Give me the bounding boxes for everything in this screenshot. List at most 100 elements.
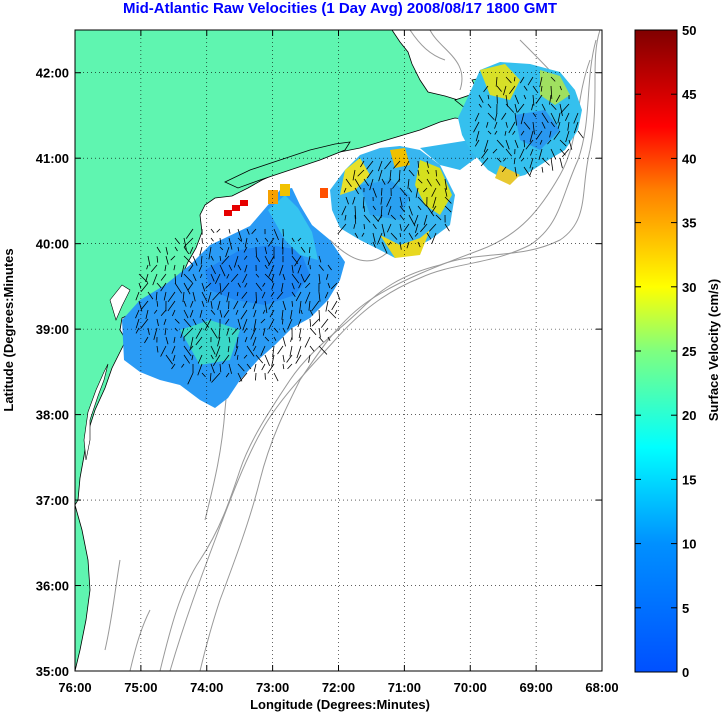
velocity-vector: [237, 246, 240, 252]
velocity-vector: [197, 363, 203, 376]
velocity-vector: [344, 214, 347, 221]
velocity-vector: [210, 228, 215, 234]
x-tick-label: 68:00: [585, 680, 618, 695]
velocity-vector: [272, 345, 275, 358]
velocity-vector: [210, 354, 214, 360]
velocity-vector: [550, 157, 554, 171]
velocity-vector: [244, 282, 248, 288]
velocity-vector: [180, 327, 185, 339]
velocity-vector: [408, 196, 411, 202]
velocity-vector: [514, 139, 519, 149]
velocity-vector: [531, 103, 534, 111]
velocity-vector: [219, 363, 222, 373]
velocity-vector: [380, 196, 383, 205]
velocity-vector: [414, 214, 419, 225]
velocity-vector: [363, 223, 365, 230]
colorbar-ticks: 0 5 10 15 20 25 30 35 40 45 50: [635, 23, 696, 680]
velocity-vector: [387, 205, 392, 216]
velocity-vector: [262, 282, 266, 287]
velocity-vector: [363, 178, 369, 187]
velocity-vector: [277, 345, 284, 355]
velocity-vector: [146, 264, 149, 270]
velocity-vector: [281, 237, 284, 249]
velocity-vector: [153, 309, 158, 314]
y-axis-label: Latitude (Degrees:Minutes: [1, 248, 16, 411]
velocity-vector: [417, 241, 421, 248]
velocity-vector: [304, 273, 311, 283]
velocity-vector: [264, 273, 274, 283]
velocity-vector: [334, 309, 338, 314]
velocity-vector: [496, 139, 505, 148]
velocity-vector: [535, 94, 543, 104]
velocity-vector: [386, 196, 392, 207]
velocity-vector: [540, 85, 543, 92]
colorbar-tick-label: 25: [682, 344, 696, 359]
velocity-vector: [295, 291, 302, 302]
velocity-vector: [225, 246, 230, 258]
velocity-vector: [509, 85, 516, 94]
velocity-vector: [475, 130, 480, 142]
velocity-vector: [505, 148, 512, 157]
velocity-vector: [300, 246, 306, 253]
velocity-vector: [541, 166, 544, 173]
velocity-vector: [430, 205, 437, 214]
velocity-vector: [253, 309, 257, 318]
velocity-vector: [190, 336, 194, 349]
velocity-vector: [192, 273, 197, 282]
velocity-vector: [299, 336, 302, 342]
velocity-vector: [153, 327, 158, 340]
velocity-vector: [174, 273, 177, 284]
velocity-vector: [264, 300, 268, 314]
x-tick-label: 73:00: [256, 680, 289, 695]
velocity-vector: [172, 354, 176, 361]
velocity-vector: [366, 160, 374, 170]
velocity-vector: [415, 187, 419, 198]
velocity-vector: [255, 282, 263, 291]
velocity-vector: [523, 121, 531, 130]
velocity-vector: [210, 327, 218, 339]
velocity-vector: [363, 214, 371, 223]
velocity-vector: [253, 363, 257, 372]
velocity-vector: [171, 363, 176, 370]
velocity-vector: [318, 273, 321, 284]
colorbar-tick-label: 50: [682, 23, 696, 38]
velocity-vector: [483, 139, 489, 153]
velocity-vector: [336, 291, 341, 301]
nc-coast: [75, 504, 91, 671]
velocity-vector: [135, 327, 140, 334]
velocity-vector: [237, 282, 241, 288]
velocity-vector: [174, 237, 181, 245]
velocity-vector: [183, 255, 194, 265]
velocity-vector: [327, 336, 331, 341]
velocity-vector: [296, 345, 302, 359]
velocity-vector: [189, 246, 194, 255]
velocity-vector: [318, 345, 328, 355]
velocity-vector: [494, 112, 498, 122]
velocity-vector: [308, 246, 311, 253]
velocity-vector: [152, 273, 158, 286]
velocity-vector: [514, 112, 518, 126]
velocity-vector: [345, 178, 352, 188]
velocity-vector: [291, 237, 295, 243]
velocity-vector: [140, 282, 149, 293]
velocity-vector: [218, 327, 221, 339]
velocity-vector: [408, 187, 413, 193]
velocity-vector: [135, 291, 140, 301]
velocity-vector: [276, 291, 284, 300]
velocity-vector: [210, 309, 216, 315]
velocity-vector: [237, 264, 242, 271]
velocity-vector: [345, 196, 349, 205]
velocity-vector: [426, 178, 432, 187]
velocity-vector: [167, 300, 176, 312]
velocity-vector: [183, 318, 192, 328]
velocity-vector: [318, 336, 324, 343]
velocity-vector: [160, 273, 167, 281]
velocity-vector: [485, 121, 489, 128]
velocity-vector: [215, 345, 221, 358]
velocity-vector: [287, 318, 293, 330]
velocity-vector: [377, 214, 383, 222]
velocity-vector: [243, 255, 248, 260]
velocity-vector: [279, 264, 284, 276]
velocity-vector: [191, 354, 194, 361]
